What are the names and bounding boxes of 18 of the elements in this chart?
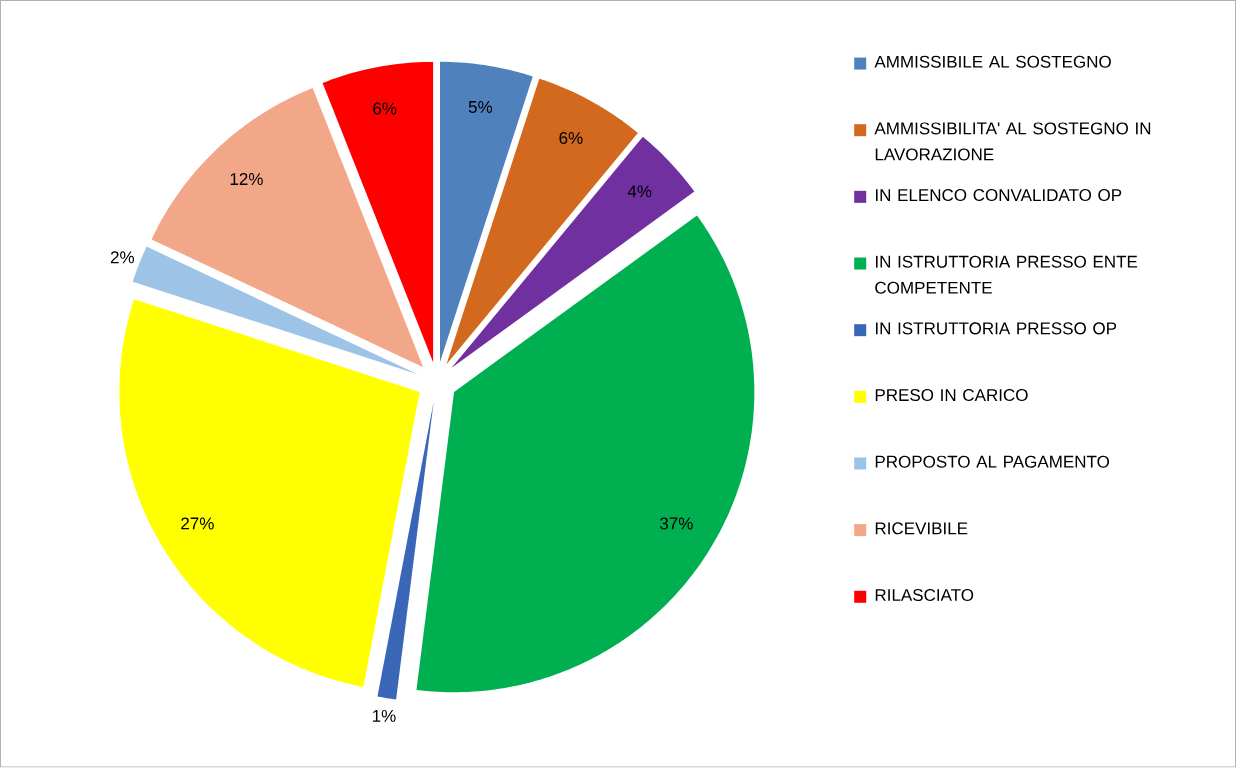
legend-label: IN ELENCO CONVALIDATO OP <box>875 189 1122 202</box>
data-label: 6% <box>373 102 397 115</box>
data-label: 1% <box>372 710 396 723</box>
legend-label: IN ISTRUTTORIA PRESSO ENTE COMPETENTE <box>875 255 1138 294</box>
data-label: 12% <box>230 173 263 186</box>
data-label: 37% <box>659 517 693 530</box>
data-label: 4% <box>627 185 652 198</box>
legend-label: PRESO IN CARICO <box>875 389 1028 402</box>
legend-label: AMMISSIBILE AL SOSTEGNO <box>874 55 1111 68</box>
legend-label: IN ISTRUTTORIA PRESSO OP <box>875 322 1117 335</box>
legend-label: AMMISSIBILITA' AL SOSTEGNO IN LAVORAZIONE <box>874 122 1151 161</box>
data-label: 27% <box>181 517 214 530</box>
legend-label: RILASCIATO <box>875 589 974 602</box>
data-label: 5% <box>468 101 493 114</box>
legend-label: RICEVIBILE <box>875 522 968 535</box>
legend-label: PROPOSTO AL PAGAMENTO <box>875 455 1110 468</box>
data-label: 2% <box>110 251 135 264</box>
data-label: 6% <box>559 132 583 145</box>
